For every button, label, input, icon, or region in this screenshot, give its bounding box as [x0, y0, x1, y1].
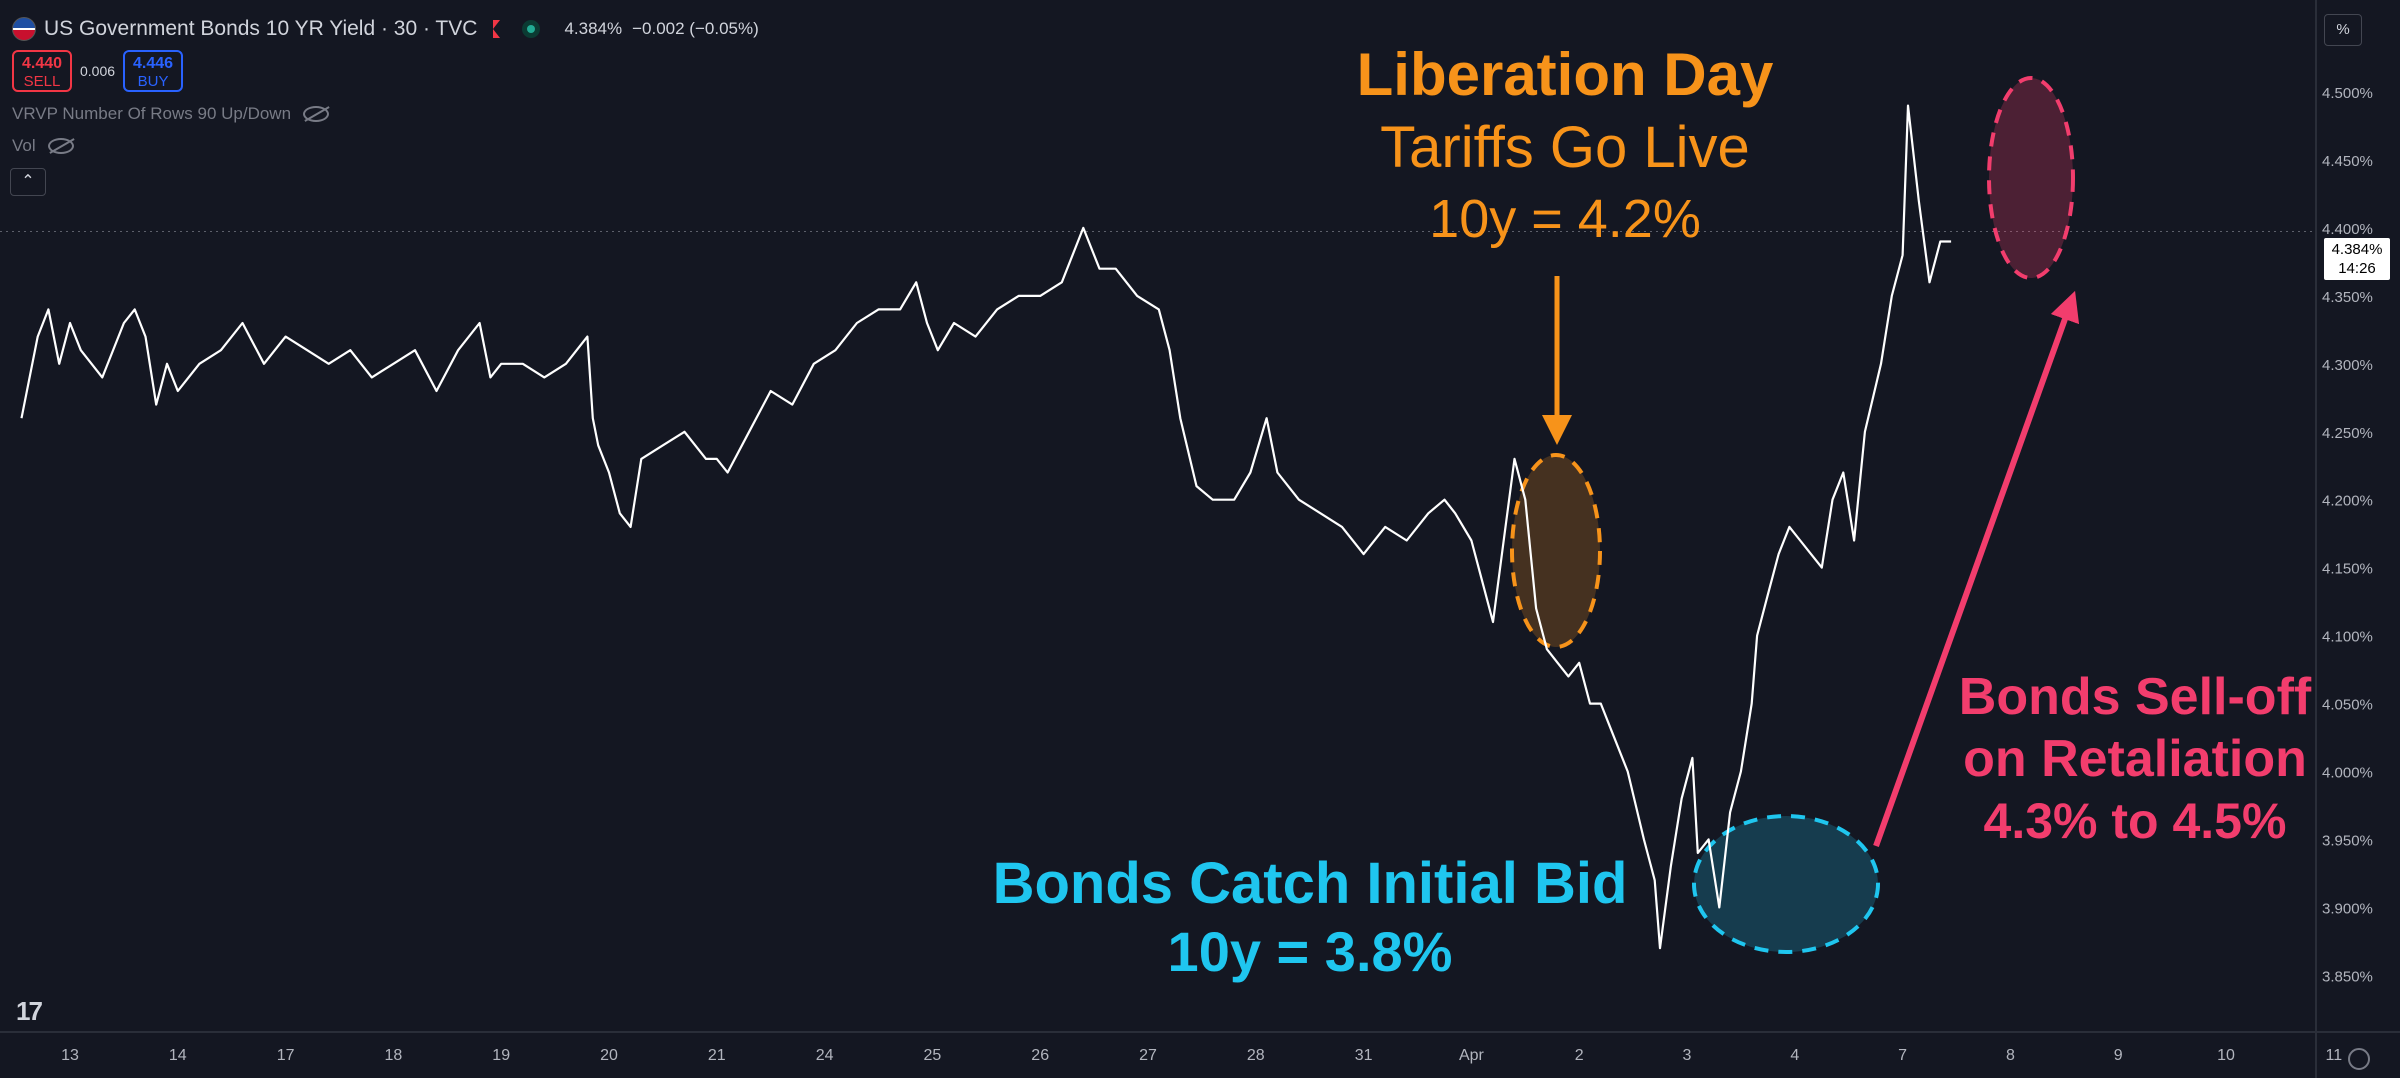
- annotation-initial-bid: Bonds Catch Initial Bid 10y = 3.8%: [960, 850, 1660, 986]
- tradingview-logo-icon[interactable]: 17: [16, 996, 43, 1026]
- sell-price: 4.440: [21, 55, 63, 72]
- x-tick-label: 27: [1139, 1047, 1157, 1064]
- selloff-arrow: [1873, 290, 2080, 848]
- price-tag-countdown: 14:26: [2338, 260, 2376, 277]
- current-price-tag: 4.384% 14:26: [2324, 238, 2390, 280]
- annotation-arrows: [1542, 276, 2080, 848]
- symbol-header[interactable]: US Government Bonds 10 YR Yield · 30 · T…: [12, 14, 759, 44]
- y-tick-label: 4.300%: [2322, 357, 2373, 374]
- y-tick-label: 4.150%: [2322, 561, 2373, 578]
- x-tick-label: 25: [924, 1047, 942, 1064]
- y-tick-label: 3.950%: [2322, 832, 2373, 849]
- x-tick-label: 3: [1683, 1047, 1692, 1064]
- indicator-vol-label: Vol: [12, 136, 36, 155]
- x-tick-label: 18: [385, 1047, 403, 1064]
- percent-scale-button[interactable]: %: [2324, 14, 2362, 46]
- y-tick-label: 4.100%: [2322, 629, 2373, 646]
- y-tick-label: 4.250%: [2322, 425, 2373, 442]
- sell-button[interactable]: 4.440 SELL: [12, 50, 72, 92]
- yield-line: [20, 104, 1952, 950]
- selloff-ellipse: [1987, 76, 2075, 280]
- annotation-bid-value: 10y = 3.8%: [1167, 920, 1453, 983]
- gear-icon[interactable]: [2348, 1048, 2370, 1070]
- annotation-selloff-sub: on Retaliation: [1963, 730, 2307, 788]
- spread-value: 0.006: [80, 63, 116, 79]
- y-tick-label: 4.050%: [2322, 697, 2373, 714]
- y-tick-label: 4.000%: [2322, 765, 2373, 782]
- x-tick-label: 7: [1898, 1047, 1907, 1064]
- buy-label: BUY: [137, 73, 169, 90]
- price-tag-value: 4.384%: [2331, 241, 2383, 258]
- collapse-indicators-button[interactable]: ⌃: [10, 168, 46, 196]
- flag-marker-icon[interactable]: [493, 20, 501, 38]
- hidden-eye-icon[interactable]: [303, 106, 330, 122]
- x-tick-label: 24: [816, 1047, 834, 1064]
- x-tick-label: 17: [277, 1047, 295, 1064]
- x-tick-label: 11: [2325, 1047, 2342, 1064]
- annotation-selloff-title: Bonds Sell-off: [1958, 668, 2312, 726]
- x-tick-label: 9: [2114, 1047, 2123, 1064]
- buy-button[interactable]: 4.446 BUY: [123, 50, 184, 92]
- annotation-selloff-value: 4.3% to 4.5%: [1983, 793, 2287, 849]
- x-tick-label: 31: [1355, 1047, 1373, 1064]
- trade-buttons: 4.440 SELL 0.006 4.446 BUY: [12, 50, 184, 92]
- x-tick-label: 2: [1575, 1047, 1584, 1064]
- annotation-bid-title: Bonds Catch Initial Bid: [992, 851, 1628, 916]
- annotation-liberation-value: 10y = 4.2%: [1429, 189, 1701, 249]
- x-tick-label: 4: [1790, 1047, 1799, 1064]
- last-price: 4.384%: [564, 19, 623, 38]
- indicator-vol[interactable]: Vol: [12, 136, 74, 156]
- symbol-title[interactable]: US Government Bonds 10 YR Yield · 30 · T…: [44, 17, 478, 40]
- us-flag-icon: [12, 17, 36, 41]
- annotation-selloff: Bonds Sell-off on Retaliation 4.3% to 4.…: [1940, 666, 2330, 852]
- y-tick-label: 4.500%: [2322, 85, 2373, 102]
- y-tick-label: 4.450%: [2322, 153, 2373, 170]
- indicator-vrvp[interactable]: VRVP Number Of Rows 90 Up/Down: [12, 104, 330, 124]
- y-tick-label: 4.200%: [2322, 493, 2373, 510]
- x-tick-label: 10: [2217, 1047, 2235, 1064]
- x-tick-label: Apr: [1459, 1047, 1485, 1064]
- x-tick-label: 20: [600, 1047, 618, 1064]
- market-status-icon[interactable]: [522, 20, 541, 38]
- x-tick-label: 28: [1247, 1047, 1265, 1064]
- y-tick-label: 3.850%: [2322, 968, 2373, 985]
- annotation-liberation-sub: Tariffs Go Live: [1380, 115, 1750, 180]
- annotation-liberation-title: Liberation Day: [1356, 41, 1774, 108]
- x-tick-label: 13: [61, 1047, 79, 1064]
- price-change: −0.002 (−0.05%): [632, 19, 759, 38]
- hidden-eye-icon[interactable]: [47, 138, 74, 154]
- buy-price: 4.446: [133, 55, 174, 72]
- x-tick-label: 19: [492, 1047, 510, 1064]
- y-tick-label: 4.350%: [2322, 289, 2373, 306]
- x-axis[interactable]: 13141718192021242526272831Apr23478910111: [61, 1047, 2400, 1064]
- indicator-vrvp-label: VRVP Number Of Rows 90 Up/Down: [12, 104, 292, 123]
- highlight-ellipses: [1510, 76, 2075, 954]
- sell-label: SELL: [23, 73, 61, 90]
- series-group: [20, 104, 1952, 950]
- y-tick-label: 4.400%: [2322, 221, 2373, 238]
- y-axis[interactable]: 4.500% 4.450% 4.400% 4.350% 4.300% 4.250% 4.20…: [2322, 85, 2373, 985]
- x-tick-label: 21: [708, 1047, 726, 1064]
- x-tick-label: 8: [2006, 1047, 2015, 1064]
- annotation-liberation-day: Liberation Day Tariffs Go Live 10y = 4.2…: [1350, 38, 1780, 254]
- x-tick-label: 26: [1031, 1047, 1049, 1064]
- initial-bid-ellipse: [1692, 814, 1880, 954]
- x-tick-label: 14: [169, 1047, 187, 1064]
- liberation-day-ellipse: [1510, 453, 1602, 649]
- y-tick-label: 3.900%: [2322, 900, 2373, 917]
